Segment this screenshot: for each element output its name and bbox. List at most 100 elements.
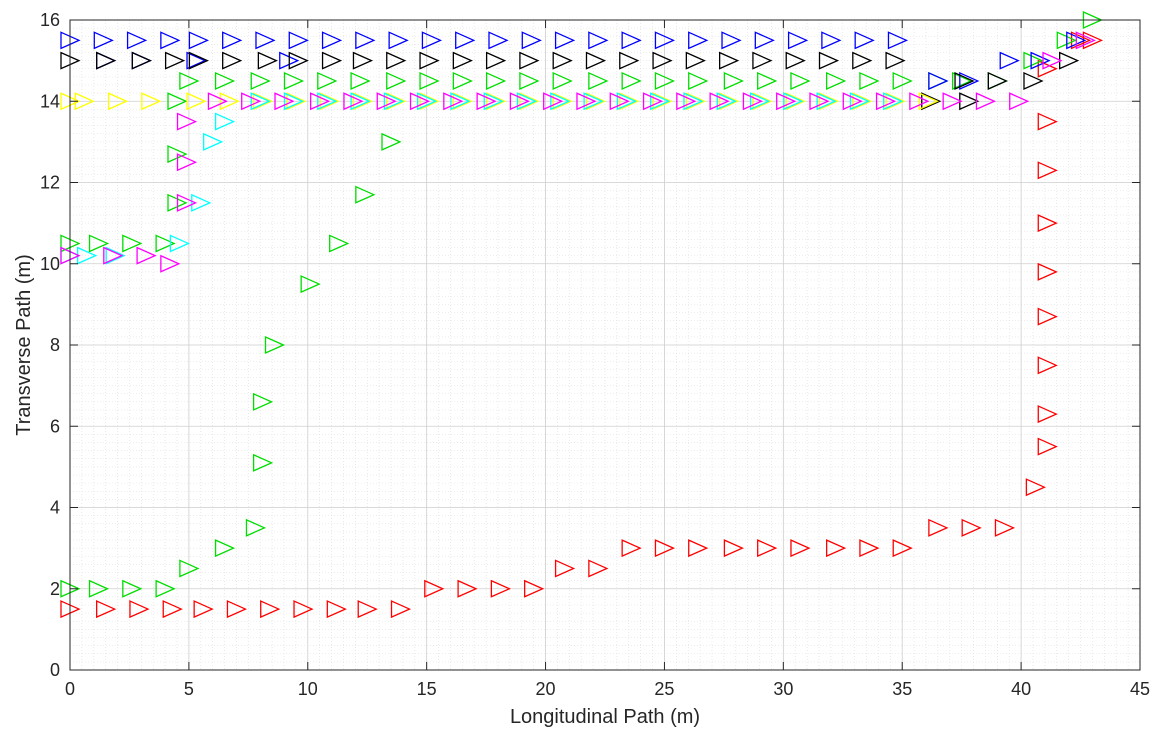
data-point-marker <box>283 92 305 111</box>
data-point-marker <box>954 71 975 90</box>
data-point-marker <box>642 92 664 111</box>
data-point-marker <box>283 71 305 90</box>
data-point-marker <box>654 539 676 558</box>
data-point-marker <box>203 132 224 151</box>
data-point-marker <box>550 92 571 111</box>
data-point-marker <box>355 31 376 50</box>
data-point-marker <box>1037 262 1058 281</box>
data-point-marker <box>754 31 775 50</box>
data-point-marker <box>107 92 129 111</box>
data-point-marker <box>1023 51 1044 70</box>
data-point-marker <box>825 539 847 558</box>
data-point-marker <box>749 92 771 111</box>
data-point-marker <box>300 275 321 294</box>
data-point-marker <box>1037 112 1058 131</box>
data-point-marker <box>859 539 880 558</box>
data-point-marker <box>887 31 909 50</box>
data-point-marker <box>105 246 126 265</box>
data-point-marker <box>326 600 347 619</box>
data-point-marker <box>509 92 531 111</box>
data-point-marker <box>650 92 671 111</box>
data-point-marker <box>818 51 840 70</box>
data-point-marker <box>193 600 214 619</box>
data-point-marker <box>191 193 212 212</box>
x-tick-label: 15 <box>417 679 437 699</box>
data-point-marker <box>718 51 740 70</box>
data-point-marker <box>452 51 473 70</box>
data-point-marker <box>357 600 378 619</box>
data-point-marker <box>350 71 371 90</box>
data-point-marker <box>1025 478 1046 497</box>
y-tick-label: 10 <box>40 254 60 274</box>
y-tick-label: 14 <box>40 91 60 111</box>
data-point-marker <box>757 539 778 558</box>
data-point-marker <box>424 579 445 598</box>
data-point-marker <box>141 92 162 111</box>
data-point-marker <box>155 234 176 253</box>
data-point-marker <box>588 71 609 90</box>
data-point-marker <box>723 71 745 90</box>
data-point-marker <box>588 31 609 50</box>
data-point-marker <box>987 71 1008 90</box>
data-point-marker <box>688 31 709 50</box>
data-point-marker <box>288 31 309 50</box>
data-point-marker <box>952 71 973 90</box>
data-point-marker <box>222 31 243 50</box>
data-point-marker <box>757 71 778 90</box>
y-axis-label: Transverse Path (m) <box>13 254 35 436</box>
data-point-marker <box>552 51 573 70</box>
x-tick-label: 35 <box>892 679 912 699</box>
data-point-marker <box>264 335 286 355</box>
data-point-marker <box>961 518 982 537</box>
data-point-marker <box>419 92 440 111</box>
data-point-marker <box>319 92 340 111</box>
data-point-marker <box>519 51 540 70</box>
data-point-marker <box>186 51 207 70</box>
x-tick-label: 20 <box>536 679 556 699</box>
data-point-marker <box>909 92 930 111</box>
data-point-marker <box>188 51 210 70</box>
data-point-marker <box>421 31 443 50</box>
data-point-marker <box>683 92 704 111</box>
data-point-marker <box>160 31 181 50</box>
y-tick-label: 6 <box>50 416 60 436</box>
y-tick-label: 12 <box>40 173 60 193</box>
x-tick-label: 45 <box>1130 679 1150 699</box>
data-point-marker <box>516 92 538 111</box>
data-point-marker <box>245 518 267 537</box>
data-point-marker <box>386 51 407 70</box>
data-point-marker <box>93 31 114 50</box>
data-point-marker <box>476 92 497 111</box>
data-point-marker <box>160 254 181 273</box>
data-point-marker <box>790 539 811 558</box>
data-point-marker <box>88 234 110 253</box>
data-point-marker <box>918 92 939 111</box>
data-point-marker <box>576 92 597 111</box>
data-point-marker <box>554 31 576 50</box>
data-point-marker <box>136 246 157 265</box>
data-point-marker <box>718 92 740 111</box>
data-point-marker <box>329 234 350 253</box>
data-point-marker <box>179 71 200 90</box>
y-tick-label: 2 <box>50 579 60 599</box>
data-point-marker <box>654 71 676 90</box>
data-point-marker <box>386 71 407 90</box>
data-point-marker <box>162 600 183 619</box>
data-point-marker <box>921 92 942 111</box>
data-point-marker <box>685 92 706 111</box>
data-point-marker <box>483 92 504 111</box>
data-point-marker <box>621 71 642 90</box>
data-point-marker <box>293 600 314 619</box>
data-point-marker <box>852 92 873 111</box>
data-point-marker <box>554 559 576 578</box>
data-point-marker <box>790 71 811 90</box>
data-point-marker <box>809 92 830 111</box>
data-point-marker <box>376 92 397 111</box>
data-point-marker <box>892 71 913 90</box>
data-point-marker <box>188 31 210 50</box>
data-point-marker <box>155 579 176 598</box>
y-tick-label: 8 <box>50 335 60 355</box>
data-point-marker <box>485 92 507 111</box>
x-tick-label: 25 <box>654 679 674 699</box>
